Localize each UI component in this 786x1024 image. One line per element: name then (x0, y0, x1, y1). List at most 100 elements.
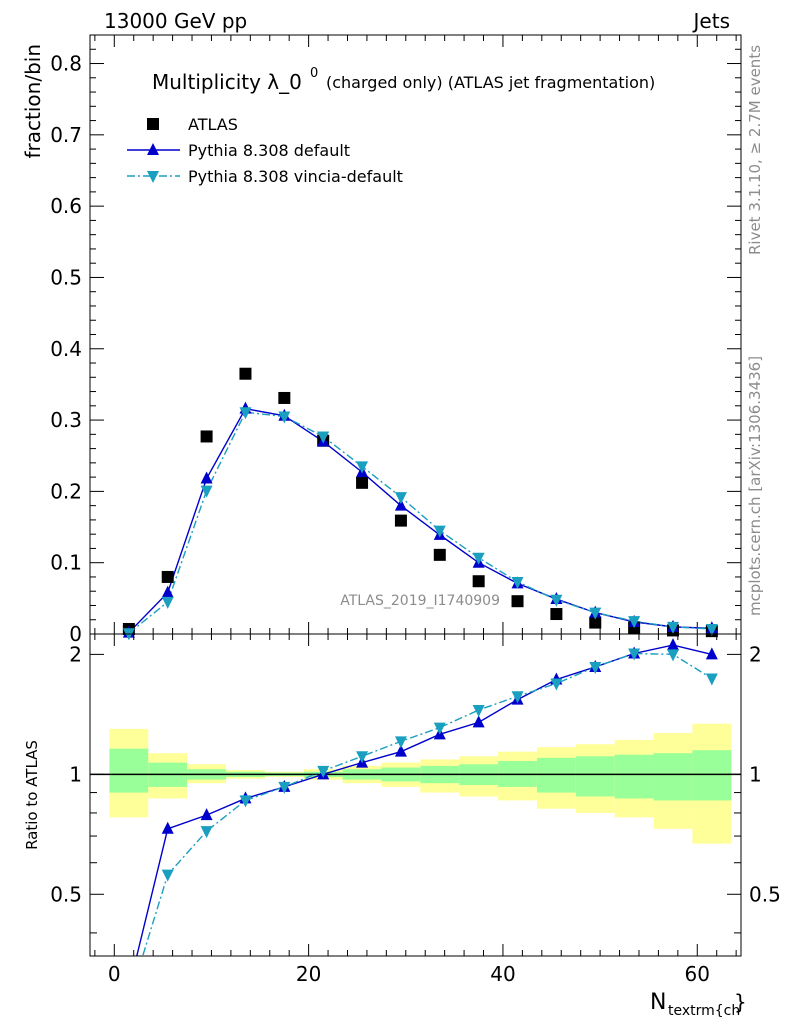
x-label-subscript: textrm{ch (668, 1003, 740, 1019)
legend-label: Pythia 8.308 vincia-default (188, 167, 403, 186)
ratio-data-point (666, 649, 679, 662)
ratio-data-point (472, 705, 485, 718)
ratio-uncertainty-bands (109, 723, 732, 844)
main-data-point (589, 607, 602, 620)
ratio-data-point (394, 736, 407, 749)
ratio-data-point (123, 982, 135, 994)
rivet-label: Rivet 3.1.10, ≥ 2.7M events (746, 45, 764, 255)
main-y-label: fraction/bin (21, 44, 45, 159)
main-data-point (433, 525, 446, 538)
main-data-point (550, 608, 563, 621)
main-y-tick-label: 0.3 (50, 408, 82, 432)
main-series-markers (122, 367, 718, 641)
main-data-point (589, 616, 602, 629)
ratio-y-label: Ratio to ATLAS (23, 740, 41, 850)
main-title: Multiplicity λ_0 0 (charged only) (ATLAS… (152, 66, 655, 94)
uncertainty-band-inner (692, 750, 732, 801)
x-axis-label: N textrm{ch } (650, 990, 747, 1019)
ratio-data-point (200, 826, 213, 839)
legend-marker (147, 143, 159, 155)
uncertainty-band-inner (575, 756, 615, 797)
main-y-tick-label: 0.7 (50, 123, 82, 147)
uncertainty-band-inner (614, 754, 654, 799)
ratio-data-point (628, 648, 641, 661)
ratio-series-markers (123, 638, 718, 1008)
main-data-point (278, 391, 291, 404)
ratio-data-point (239, 795, 252, 808)
main-data-point (200, 430, 213, 443)
ratio-data-point (589, 661, 602, 674)
main-data-point (394, 492, 407, 505)
main-series-lines (128, 407, 712, 634)
main-data-point (161, 596, 174, 609)
ratio-x-tick-label: 40 (490, 962, 515, 986)
main-series-line (128, 411, 712, 634)
ratio-y-tick-label: 1 (69, 762, 82, 786)
ratio-data-point (705, 647, 718, 660)
ratio-y-tick-label-right: 0.5 (749, 882, 781, 906)
main-data-point (239, 367, 252, 380)
legend-marker (147, 171, 159, 183)
legend-label: Pythia 8.308 default (188, 141, 350, 160)
ratio-data-point (161, 821, 174, 834)
ratio-y-tick-label: 2 (69, 642, 82, 666)
uncertainty-band-inner (653, 753, 693, 801)
main-data-point (239, 407, 252, 420)
ratio-data-point (161, 869, 174, 882)
uncertainty-band-inner (536, 757, 576, 793)
main-y-tick-label: 0.8 (50, 52, 82, 76)
ratio-data-point (511, 691, 524, 704)
ratio-data-point (666, 638, 679, 651)
ratio-data-point (550, 678, 563, 691)
x-label-end: } (734, 990, 747, 1014)
legend: ATLAS Pythia 8.308 default Pythia 8.308 vi… (127, 115, 403, 186)
ratio-panel: 0 20 40 60 0.5 0.5 1 1 2 2 Ratio to ATLAS N textr… (23, 633, 781, 1019)
main-data-point (394, 498, 407, 511)
main-axis-ticks: 0 0.1 0.2 0.3 0.4 0.5 0.6 0.7 0.8 (50, 34, 741, 646)
ratio-x-tick-label: 60 (685, 962, 710, 986)
ratio-data-point (433, 722, 446, 735)
main-plot-area (90, 35, 741, 634)
ratio-data-point (278, 781, 291, 794)
main-y-tick-label: 0.1 (50, 551, 82, 575)
ratio-series-lines (136, 644, 713, 956)
ratio-data-point (394, 744, 407, 757)
ratio-x-tick-label: 0 (108, 962, 121, 986)
ratio-data-point (200, 808, 213, 821)
analysis-label: ATLAS_2019_I1740909 (340, 593, 500, 609)
main-data-point (200, 471, 213, 484)
ratio-data-point (705, 673, 718, 686)
ratio-x-tick-label: 20 (296, 962, 321, 986)
main-data-point (356, 461, 369, 474)
main-data-point (472, 575, 485, 588)
main-y-tick-label: 0.5 (50, 265, 82, 289)
chart-title-suffix: (charged only) (ATLAS jet fragmentation) (326, 73, 655, 92)
main-data-point (628, 616, 641, 629)
main-data-point (550, 594, 563, 607)
ratio-data-point (123, 996, 135, 1008)
ratio-y-tick-label-right: 1 (749, 762, 762, 786)
main-data-point (394, 514, 407, 527)
ratio-data-point (472, 715, 485, 728)
ratio-axis-ticks: 0 20 40 60 0.5 0.5 1 1 2 2 (50, 634, 781, 986)
main-y-tick-label: 0.2 (50, 479, 82, 503)
ratio-data-point (356, 751, 369, 764)
main-y-tick-label: 0 (69, 622, 82, 646)
chart-title: Multiplicity λ_0 (152, 70, 302, 94)
ratio-series-line (141, 652, 713, 956)
main-data-point (511, 595, 524, 608)
main-y-tick-label: 0.6 (50, 194, 82, 218)
chart-title-superscript: 0 (310, 66, 318, 81)
main-y-tick-label: 0.4 (50, 337, 82, 361)
main-data-point (200, 485, 213, 498)
main-data-point (511, 576, 524, 589)
main-data-point (356, 476, 369, 489)
ratio-data-point (317, 765, 330, 778)
main-panel: 0 0.1 0.2 0.3 0.4 0.5 0.6 0.7 0.8 Multiplicity λ… (21, 34, 742, 646)
ratio-y-tick-label-right: 2 (749, 642, 762, 666)
main-data-point (317, 431, 330, 444)
main-data-point (278, 411, 291, 424)
main-data-point (666, 621, 679, 634)
x-label-main: N (650, 990, 666, 1015)
